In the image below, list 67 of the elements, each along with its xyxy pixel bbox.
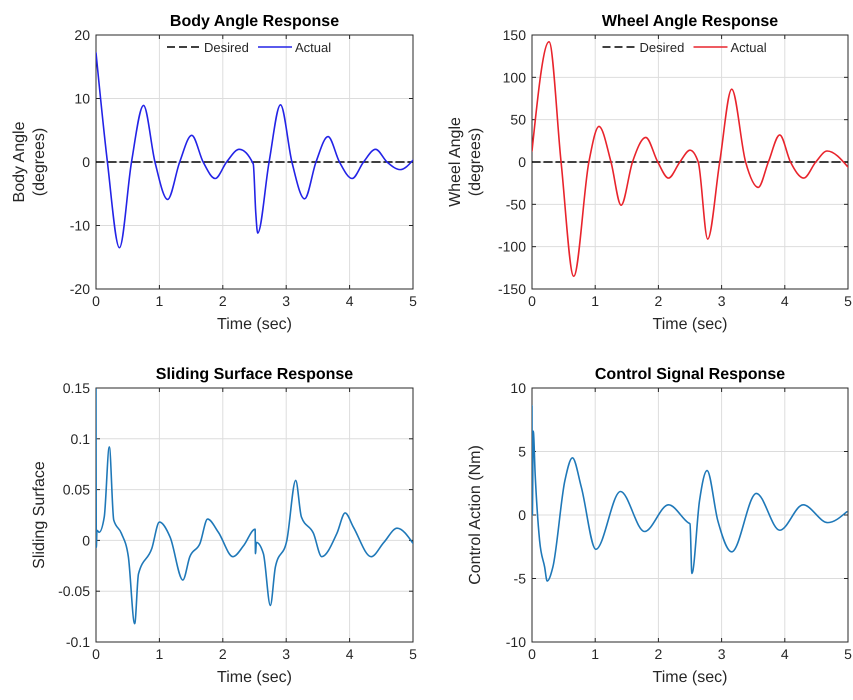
y-tick-label: -10 [506,634,526,650]
y-tick-label: 0 [82,532,90,548]
x-tick-label: 4 [346,293,354,309]
x-tick-label: 2 [654,293,662,309]
legend-label: Actual [295,40,332,55]
legend-label: Desired [204,40,249,55]
y-tick-label: 0 [82,154,90,170]
y-tick-label: 0 [518,507,526,523]
y-tick-label: -150 [498,281,526,297]
line-series [96,52,413,249]
legend-label: Actual [730,40,767,55]
x-tick-label: 0 [528,646,536,662]
y-tick-label: -100 [498,238,526,255]
y-tick-label: -5 [514,570,526,586]
x-tick-label: 2 [654,646,662,662]
x-tick-label: 1 [156,293,164,309]
x-tick-label: 3 [282,646,290,662]
y-tick-label: -10 [70,218,90,234]
y-tick-label: 0.15 [62,380,90,396]
x-tick-label: 0 [92,646,100,662]
line-series [532,40,848,278]
line-series [532,404,848,582]
x-tick-label: 0 [92,293,100,309]
x-tick-label: 5 [844,646,852,662]
x-axis-title: Time (sec) [652,669,728,686]
y-tick-label: -20 [70,281,90,297]
x-axis-title: Time (sec) [652,316,728,333]
x-tick-label: 1 [156,646,164,662]
x-tick-label: 4 [346,646,354,662]
x-tick-label: 3 [718,293,726,309]
x-tick-label: 3 [282,293,290,309]
x-tick-label: 5 [844,293,852,309]
x-tick-label: 4 [780,646,789,662]
y-tick-label: 0.05 [62,482,90,498]
x-tick-label: 3 [718,646,726,662]
y-tick-label: -0.1 [66,634,90,650]
y-tick-label: 0 [518,154,526,170]
y-tick-label: 50 [510,112,526,128]
y-axis-title: Body Angle (degrees) [11,121,48,202]
chart-title: Body Angle Response [170,13,340,30]
line-series [96,388,413,625]
chart-title: Sliding Surface Response [156,366,354,383]
x-tick-label: 0 [528,293,536,309]
y-axis-title: Sliding Surface [31,461,48,569]
x-tick-label: 4 [780,293,789,309]
x-tick-label: 1 [591,646,600,662]
y-tick-label: 10 [510,380,526,396]
x-tick-label: 1 [591,293,600,309]
chart-title: Wheel Angle Response [602,13,778,30]
legend-label: Desired [640,40,684,55]
y-tick-label: -50 [506,196,526,212]
x-tick-label: 2 [218,293,227,309]
y-tick-label: 10 [74,90,90,106]
y-tick-label: 100 [502,69,526,86]
y-tick-label: 20 [74,27,90,43]
y-tick-label: 0.1 [70,430,90,447]
chart-title: Control Signal Response [594,366,786,383]
x-axis-title: Time (sec) [217,316,292,333]
x-tick-label: 5 [409,293,418,309]
y-axis-title: Control Action (Nm) [467,445,484,585]
x-tick-label: 2 [218,646,227,662]
x-axis-title: Time (sec) [217,669,292,686]
y-tick-label: 5 [518,444,526,460]
y-tick-label: -0.05 [58,583,90,600]
y-tick-label: 150 [502,27,526,43]
x-tick-label: 5 [409,646,418,662]
y-axis-title: Wheel Angle (degrees) [447,116,484,207]
